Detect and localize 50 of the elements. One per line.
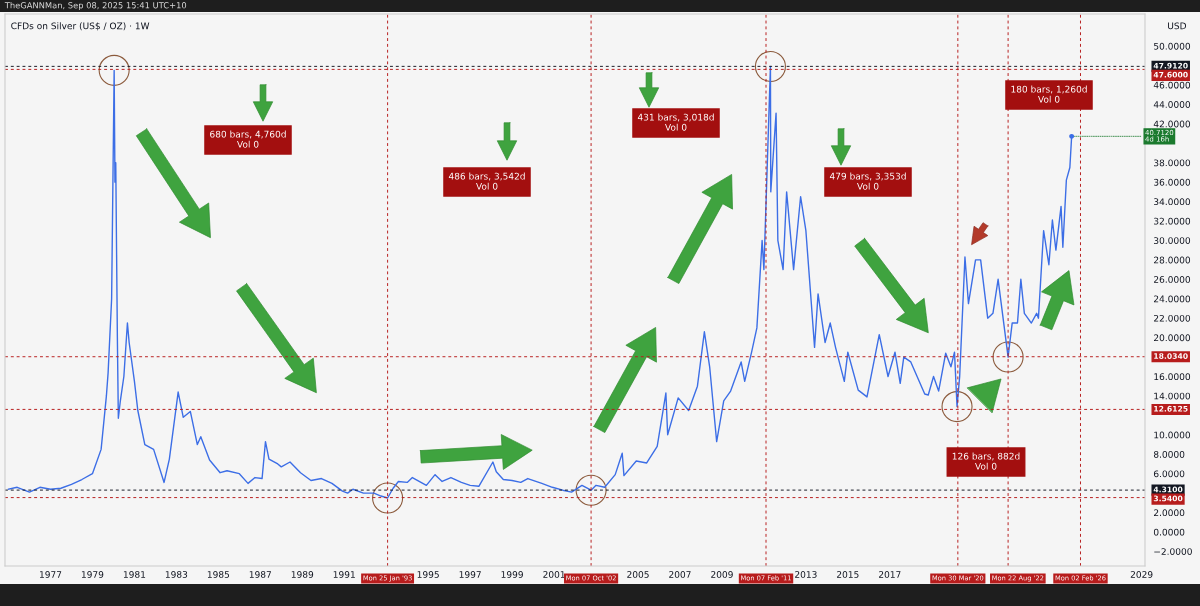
y-tick-label: 20.0000 (1153, 334, 1191, 342)
annotation: 486 bars, 3,542d Vol 0 (448, 172, 525, 190)
x-tick-label: 2013 (795, 571, 817, 578)
annotation: 680 bars, 4,760d Vol 0 (210, 130, 286, 148)
y-tick-label: 6.0000 (1153, 470, 1185, 478)
x-tick-label: 1987 (249, 571, 272, 578)
x-tick-label: 2017 (878, 571, 901, 578)
y-tick-label: 0.0000 (1153, 528, 1185, 536)
y-tick-label: 34.0000 (1154, 198, 1191, 206)
y-tick-label: 44.0000 (1153, 101, 1191, 108)
annotation: 431 bars, 3,018d Vol 0 (637, 113, 714, 131)
x-tick-label: 2029 (1130, 571, 1153, 578)
text: TheGANNMan, Sep 08, 2025 15:41 UTC+10 (4, 1, 187, 11)
x-tick-label: 2009 (711, 571, 733, 578)
x-tick-label: 2005 (627, 571, 649, 578)
y-tick-label: 2.0000 (1153, 509, 1185, 517)
x-tick-label: 2001 (543, 571, 565, 578)
y-tick-label: 46.0000 (1153, 81, 1191, 89)
y-tick-label: −2.0000 (1154, 548, 1192, 555)
y-axis-title: USD (1168, 22, 1187, 30)
annotation: 180 bars, 1,260d Vol 0 (1011, 85, 1087, 103)
annotation: 126 bars, 882d Vol 0 (952, 452, 1020, 470)
x-tick-label: 2007 (669, 571, 691, 578)
text: CFDs on Silver (US$ / OZ) · 1W (11, 22, 150, 31)
y-tick-label: 24.0000 (1153, 295, 1191, 303)
x-tick-label: 1983 (165, 571, 188, 578)
y-tick-label: 50.0000 (1154, 42, 1191, 50)
x-tick-label: 1981 (123, 571, 146, 578)
x-tick-label: 1979 (81, 571, 104, 578)
y-tick-label: 14.0000 (1154, 392, 1191, 400)
y-tick-label: 32.0000 (1154, 217, 1191, 225)
y-tick-label: 38.0000 (1154, 159, 1191, 167)
x-tick-label: 1977 (40, 571, 62, 578)
y-tick-label: 42.0000 (1153, 120, 1191, 128)
x-tick-label: 1989 (291, 571, 314, 578)
annotation: 479 bars, 3,353d Vol 0 (829, 172, 906, 190)
x-tick-label: 1995 (417, 571, 439, 578)
x-tick-label: 1997 (459, 571, 481, 578)
y-tick-label: 8.0000 (1153, 450, 1185, 458)
x-tick-label: 1999 (501, 571, 523, 578)
x-tick-label: 2015 (836, 571, 859, 578)
y-tick-label: 16.0000 (1154, 373, 1191, 381)
y-tick-label: 36.0000 (1154, 178, 1191, 186)
y-tick-label: 26.0000 (1153, 276, 1191, 283)
y-tick-label: 10.0000 (1154, 431, 1191, 439)
y-tick-label: 28.0000 (1153, 256, 1191, 264)
x-tick-label: 1985 (207, 571, 230, 578)
y-tick-label: 22.0000 (1153, 314, 1191, 322)
y-tick-label: 30.0000 (1154, 237, 1191, 244)
x-tick-label: 1991 (333, 571, 355, 578)
